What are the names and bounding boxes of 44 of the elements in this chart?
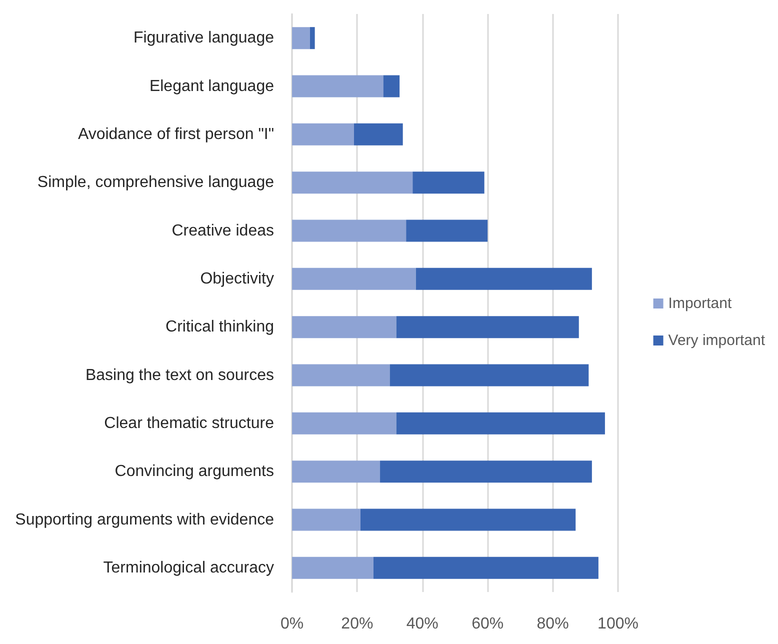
x-tick-label: 100% [598, 616, 638, 632]
legend-label: Very important [668, 332, 766, 349]
bar [380, 460, 592, 483]
bar [292, 364, 390, 386]
bar [292, 316, 396, 338]
y-tick-label: Figurative language [133, 30, 274, 47]
y-tick-label: Convincing arguments [114, 463, 274, 480]
bar [292, 27, 310, 50]
bar [292, 172, 413, 194]
x-tick-label: 0% [280, 616, 304, 632]
x-tick-label: 60% [472, 616, 504, 632]
y-tick-label: Terminological accuracy [103, 559, 274, 576]
bar [292, 460, 380, 483]
bar [292, 556, 374, 579]
bar [360, 508, 576, 531]
bar [390, 364, 589, 386]
bar [396, 316, 579, 338]
bar [292, 220, 406, 242]
y-tick-label: Critical thinking [166, 318, 274, 336]
y-tick-label: Simple, comprehensive language [37, 174, 274, 192]
x-tick-label: 20% [341, 616, 374, 632]
x-tick-label: 80% [536, 616, 569, 632]
bar [292, 123, 354, 146]
bar [310, 27, 315, 50]
y-tick-label: Creative ideas [172, 222, 274, 240]
bar [396, 412, 605, 434]
bar [412, 172, 484, 194]
bar [406, 220, 488, 242]
bar [292, 412, 396, 434]
y-tick-label: Avoidance of first person "I" [78, 126, 274, 143]
bar [292, 75, 384, 98]
legend-label: Important [668, 295, 732, 312]
y-tick-label: Clear thematic structure [104, 414, 274, 432]
y-tick-label: Elegant language [149, 78, 274, 95]
y-tick-label: Basing the text on sources [85, 366, 274, 384]
y-tick-label: Supporting arguments with evidence [15, 511, 274, 528]
x-tick-label: 40% [406, 616, 438, 632]
bar [292, 268, 416, 290]
y-tick-label: Objectivity [200, 270, 274, 288]
bar [416, 268, 592, 290]
bar [383, 75, 400, 98]
bar [354, 123, 403, 146]
bar [374, 556, 598, 579]
bar [292, 508, 360, 531]
